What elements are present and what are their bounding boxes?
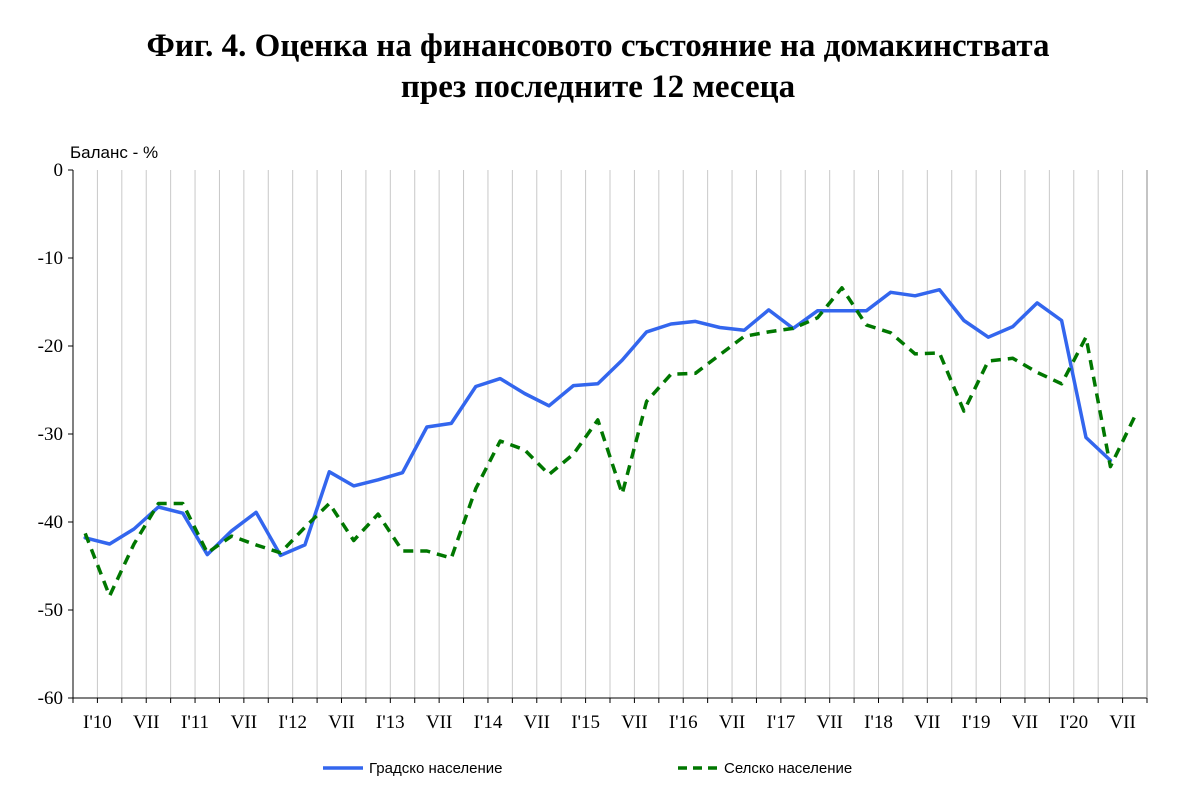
legend-label-rural: Селско население	[724, 760, 852, 777]
chart-title-line-2: през последните 12 месеца	[400, 69, 796, 105]
x-tick-label: VII	[719, 712, 745, 733]
y-tick-label: -50	[38, 600, 63, 621]
legend-label-urban: Градско население	[369, 760, 503, 777]
x-tick-label: I'15	[571, 712, 600, 733]
x-tick-label: I'20	[1059, 712, 1088, 733]
y-tick-label: -20	[38, 336, 63, 357]
x-tick-label: I'10	[83, 712, 112, 733]
x-tick-label: I'16	[669, 712, 698, 733]
x-tick-label: I'19	[962, 712, 991, 733]
y-tick-label: -10	[38, 248, 63, 269]
x-tick-label: VII	[914, 712, 940, 733]
x-tick-label: VII	[816, 712, 842, 733]
x-tick-label: VII	[1012, 712, 1038, 733]
y-tick-label: -40	[38, 512, 63, 533]
y-axis-label: Баланс - %	[70, 143, 158, 162]
y-tick-label: -30	[38, 424, 63, 445]
x-tick-label: I'18	[864, 712, 893, 733]
x-tick-label: I'14	[474, 712, 503, 733]
x-tick-label: VII	[133, 712, 159, 733]
x-tick-label: I'13	[376, 712, 405, 733]
chart-title: Фиг. 4. Оценка на финансовото състояние …	[0, 26, 1196, 108]
x-tick-label: I'11	[181, 712, 209, 733]
x-tick-label: VII	[426, 712, 452, 733]
x-tick-label: VII	[231, 712, 257, 733]
y-tick-label: -60	[38, 688, 63, 709]
x-tick-label: VII	[621, 712, 647, 733]
x-tick-label: VII	[1109, 712, 1135, 733]
x-tick-label: VII	[328, 712, 354, 733]
y-tick-label: 0	[54, 160, 64, 181]
series-line-rural	[83, 286, 1137, 598]
x-tick-label: VII	[524, 712, 550, 733]
x-tick-label: I'12	[278, 712, 307, 733]
chart-title-line-1: Фиг. 4. Оценка на финансовото състояние …	[146, 28, 1050, 64]
x-tick-label: I'17	[766, 712, 795, 733]
series-line-urban	[83, 287, 1113, 558]
